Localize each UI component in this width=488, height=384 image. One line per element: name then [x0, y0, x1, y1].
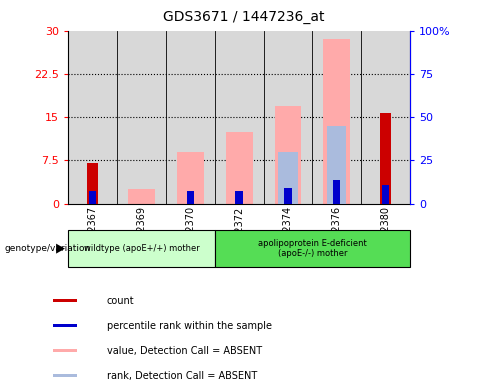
Bar: [128, 189, 155, 204]
Bar: [68, 230, 215, 267]
Bar: [68, 31, 117, 204]
Bar: [225, 131, 253, 204]
Bar: [323, 40, 350, 204]
Bar: [166, 31, 215, 204]
Bar: [117, 31, 166, 204]
Bar: [87, 163, 98, 204]
Bar: [274, 106, 302, 204]
Bar: [53, 324, 77, 327]
Bar: [89, 191, 97, 204]
Bar: [215, 230, 410, 267]
Text: count: count: [107, 296, 134, 306]
Text: rank, Detection Call = ABSENT: rank, Detection Call = ABSENT: [107, 371, 257, 381]
Bar: [53, 299, 77, 302]
Bar: [327, 126, 346, 204]
Text: value, Detection Call = ABSENT: value, Detection Call = ABSENT: [107, 346, 262, 356]
Bar: [361, 31, 410, 204]
Text: wildtype (apoE+/+) mother: wildtype (apoE+/+) mother: [83, 244, 200, 253]
Text: genotype/variation: genotype/variation: [5, 244, 91, 253]
Bar: [380, 113, 391, 204]
Bar: [53, 349, 77, 352]
Polygon shape: [56, 244, 65, 254]
Text: GDS3671 / 1447236_at: GDS3671 / 1447236_at: [163, 10, 325, 23]
Bar: [177, 152, 204, 204]
Bar: [333, 180, 340, 204]
Bar: [278, 152, 298, 204]
Bar: [53, 374, 77, 377]
Bar: [284, 188, 292, 204]
Text: apolipoprotein E-deficient
(apoE-/-) mother: apolipoprotein E-deficient (apoE-/-) mot…: [258, 239, 366, 258]
Bar: [235, 190, 243, 204]
Text: percentile rank within the sample: percentile rank within the sample: [107, 321, 272, 331]
Bar: [264, 31, 312, 204]
Bar: [382, 185, 389, 204]
Bar: [312, 31, 361, 204]
Bar: [215, 31, 264, 204]
Bar: [186, 190, 194, 204]
